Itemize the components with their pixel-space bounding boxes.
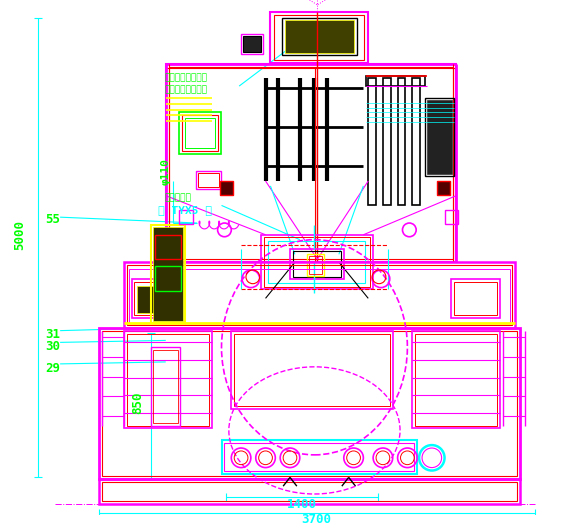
Bar xyxy=(455,282,497,315)
Text: φ110: φ110 xyxy=(161,158,171,185)
Bar xyxy=(102,482,517,501)
Bar xyxy=(124,331,212,429)
Bar xyxy=(285,19,354,53)
Bar xyxy=(155,235,181,259)
Bar xyxy=(153,227,184,321)
Bar xyxy=(445,210,458,224)
Bar xyxy=(282,17,357,55)
Bar xyxy=(293,251,341,277)
Bar xyxy=(127,333,209,426)
Bar xyxy=(99,328,520,479)
Bar xyxy=(129,269,510,323)
Bar xyxy=(127,265,512,325)
Text: 3700: 3700 xyxy=(302,512,331,525)
Text: 850: 850 xyxy=(131,392,144,414)
Bar xyxy=(219,181,233,195)
Bar xyxy=(134,282,178,315)
Bar xyxy=(234,333,390,406)
Bar xyxy=(168,66,453,259)
Bar xyxy=(269,240,365,282)
Bar xyxy=(179,210,193,224)
Bar xyxy=(452,279,500,318)
Bar xyxy=(274,15,364,59)
Text: 1400: 1400 xyxy=(287,498,317,511)
Bar xyxy=(196,171,221,189)
Text: （ TYX5 ）: （ TYX5 ） xyxy=(158,206,212,216)
Bar xyxy=(437,181,450,195)
Text: 接入用户除尘系统: 接入用户除尘系统 xyxy=(165,85,208,94)
Bar xyxy=(151,225,185,323)
Bar xyxy=(131,279,181,318)
Bar xyxy=(102,331,517,477)
Bar xyxy=(231,331,393,409)
Bar xyxy=(241,34,263,54)
Bar xyxy=(198,173,219,187)
Bar xyxy=(137,286,174,313)
Text: 30: 30 xyxy=(45,340,60,353)
Bar xyxy=(182,115,218,150)
Bar xyxy=(415,333,497,426)
Bar xyxy=(427,100,452,174)
Bar xyxy=(398,78,405,206)
Text: 29: 29 xyxy=(45,362,60,375)
Bar xyxy=(412,331,500,429)
Text: 5000: 5000 xyxy=(13,220,27,250)
Bar xyxy=(383,78,391,206)
Bar xyxy=(99,479,520,504)
Text: 55: 55 xyxy=(45,213,60,226)
Bar xyxy=(261,235,373,289)
Text: 除尘接口（软管）: 除尘接口（软管） xyxy=(165,73,208,83)
Bar xyxy=(151,347,181,426)
Bar xyxy=(243,36,261,52)
Bar xyxy=(367,76,425,86)
Bar xyxy=(425,98,455,176)
Bar xyxy=(179,113,221,154)
Bar xyxy=(155,266,181,290)
Bar xyxy=(368,78,376,206)
Bar xyxy=(166,64,456,262)
Text: 编织金电缆: 编织金电缆 xyxy=(165,194,192,203)
Bar xyxy=(412,78,420,206)
Bar xyxy=(222,440,417,474)
Text: 31: 31 xyxy=(45,328,60,341)
Bar xyxy=(290,249,344,279)
Bar xyxy=(309,256,323,274)
Bar xyxy=(225,443,414,471)
Bar xyxy=(185,118,215,148)
Bar xyxy=(263,237,370,287)
Bar xyxy=(270,12,368,63)
Bar xyxy=(153,350,178,422)
Bar xyxy=(124,262,515,328)
Bar xyxy=(307,255,324,276)
